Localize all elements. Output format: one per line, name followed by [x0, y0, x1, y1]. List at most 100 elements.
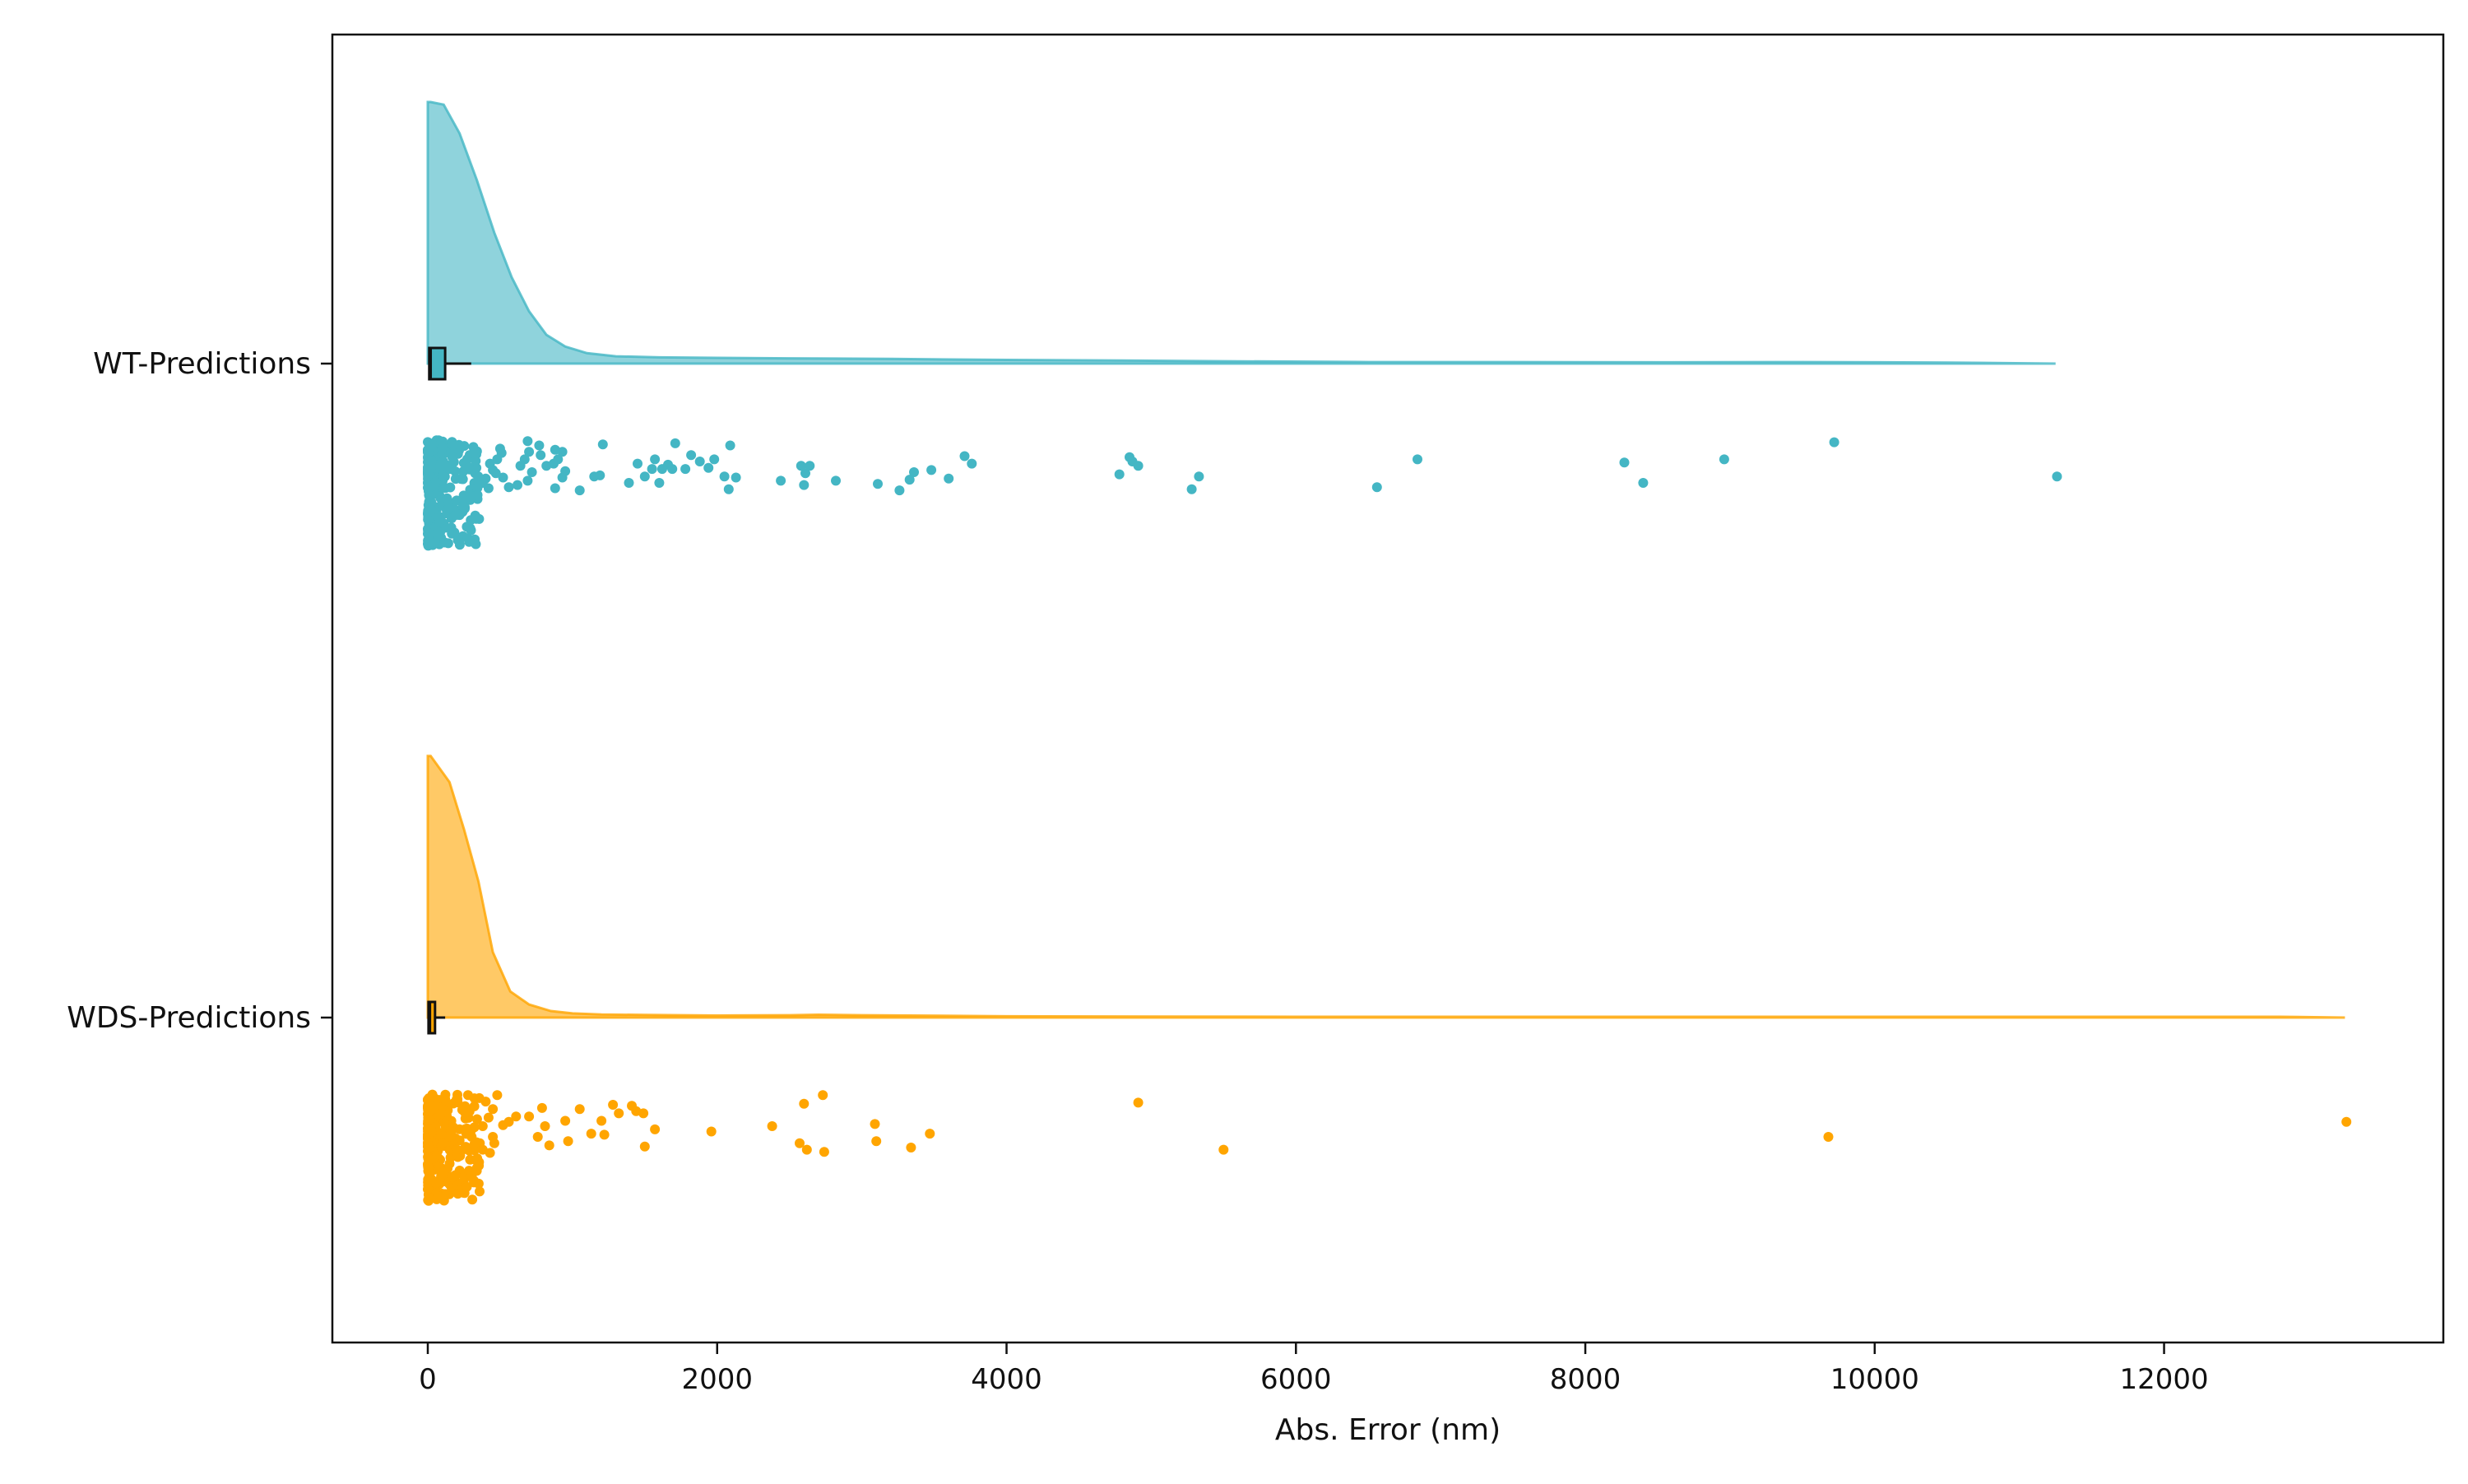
wt-predictions-point [725, 440, 735, 451]
wt-predictions-point [624, 478, 634, 488]
wt-predictions-point [959, 451, 970, 461]
wds-predictions-point [767, 1121, 777, 1131]
wt-predictions-point [468, 442, 479, 452]
wds-predictions-point [532, 1132, 543, 1142]
wt-predictions-point [474, 513, 485, 524]
wt-predictions-point [776, 475, 786, 486]
wt-predictions-point [639, 471, 650, 482]
wt-predictions-point [534, 440, 545, 451]
wds-predictions-point [1133, 1097, 1144, 1108]
wt-predictions-point [1194, 471, 1204, 482]
wds-predictions-point [423, 1184, 433, 1194]
y-tick-label-wt-predictions: WT-Predictions [93, 347, 311, 381]
wds-predictions-point [438, 1138, 448, 1148]
wds-predictions-point [423, 1166, 434, 1176]
wds-predictions-point [511, 1111, 522, 1122]
wds-predictions-point [426, 1125, 437, 1135]
wds-predictions-point [544, 1140, 554, 1151]
wt-predictions-point [515, 461, 526, 471]
wt-predictions-point [447, 452, 457, 462]
wds-predictions-point [444, 1158, 455, 1169]
wds-predictions-point [627, 1101, 637, 1111]
wt-predictions-point [438, 472, 449, 482]
wds-predictions-point [818, 1090, 828, 1101]
wt-predictions-point [453, 439, 464, 450]
wt-predictions-point [1133, 461, 1144, 471]
wt-predictions-point [694, 457, 705, 466]
wt-predictions-point [424, 490, 434, 500]
wds-predictions-point [461, 1142, 471, 1152]
x-axis-title: Abs. Error (nm) [1275, 1413, 1501, 1447]
wt-predictions-point [873, 479, 883, 489]
wt-predictions-point [443, 538, 453, 549]
wds-predictions-point [1218, 1144, 1229, 1155]
wt-predictions-point [446, 522, 457, 533]
wds-predictions-point [460, 1124, 471, 1134]
wt-predictions-point [472, 489, 483, 500]
wt-predictions-point [1371, 482, 1382, 493]
wt-predictions-point [647, 464, 657, 475]
x-tick-label: 2000 [681, 1363, 753, 1396]
wds-predictions-point [906, 1143, 916, 1152]
wt-predictions-density [426, 100, 2056, 365]
wds-predictions-point [560, 1115, 571, 1126]
wds-predictions-point [540, 1121, 550, 1131]
wt-predictions-point [426, 441, 437, 452]
wds-predictions-point [435, 1108, 446, 1119]
wt-predictions-point [464, 536, 475, 547]
wds-predictions-point [799, 1098, 810, 1109]
wds-predictions-point [870, 1119, 880, 1129]
wt-predictions-point [425, 528, 436, 539]
wt-predictions-point [423, 515, 434, 525]
wds-predictions-point [706, 1126, 717, 1137]
wt-predictions-point [805, 461, 815, 471]
x-axis: 0 2000 4000 6000 8000 10000 12000 [419, 1343, 2209, 1396]
wds-predictions-point [469, 1139, 480, 1150]
wds-predictions-box [427, 1000, 437, 1035]
wt-predictions-point [1829, 437, 1839, 448]
wds-predictions-point [524, 1111, 535, 1122]
wds-predictions-point [871, 1136, 882, 1147]
wds-predictions-point [452, 1144, 462, 1155]
wds-predictions-point [608, 1100, 619, 1110]
wds-predictions-point [474, 1092, 485, 1103]
wds-predictions-point [650, 1124, 661, 1134]
wt-predictions-point [453, 509, 464, 520]
wt-predictions-point [557, 447, 568, 457]
wt-predictions-point [667, 464, 678, 475]
wds-predictions-point [614, 1108, 624, 1119]
wt-predictions-point [633, 458, 643, 469]
wt-predictions-point [443, 503, 453, 514]
wds-predictions-density [426, 754, 2345, 1019]
wt-predictions-point [426, 505, 437, 515]
wds-predictions-point [474, 1161, 485, 1171]
wds-predictions-point [467, 1194, 478, 1205]
wt-predictions-point [498, 472, 508, 483]
wt-predictions-boxplot [428, 346, 471, 381]
wt-predictions-point [831, 475, 841, 486]
wt-predictions-point [522, 475, 533, 486]
wds-predictions-point [801, 1144, 812, 1155]
wt-predictions-point [434, 517, 445, 527]
wt-predictions-point [466, 525, 476, 536]
wt-predictions-point [536, 450, 546, 461]
wds-predictions-point [471, 1114, 482, 1125]
wt-predictions-point [1719, 454, 1729, 465]
wds-predictions-point [464, 1166, 475, 1176]
wt-predictions-point [799, 480, 810, 490]
wt-predictions-point [686, 450, 697, 461]
wds-predictions-point [586, 1129, 596, 1139]
wt-predictions-point [796, 461, 806, 471]
wds-predictions-point [477, 1121, 488, 1131]
x-tick-label: 10000 [1830, 1363, 1919, 1396]
wt-predictions-point [967, 458, 977, 469]
wt-predictions-point [464, 462, 475, 472]
wt-predictions-point [472, 483, 483, 494]
wt-predictions-point [589, 471, 600, 482]
wds-predictions-point [462, 1181, 472, 1192]
wds-predictions-point [819, 1147, 829, 1157]
wt-predictions-point [1413, 454, 1422, 465]
wt-predictions-point [909, 467, 919, 477]
wt-predictions-point [483, 483, 494, 494]
wt-predictions-point [550, 483, 560, 494]
